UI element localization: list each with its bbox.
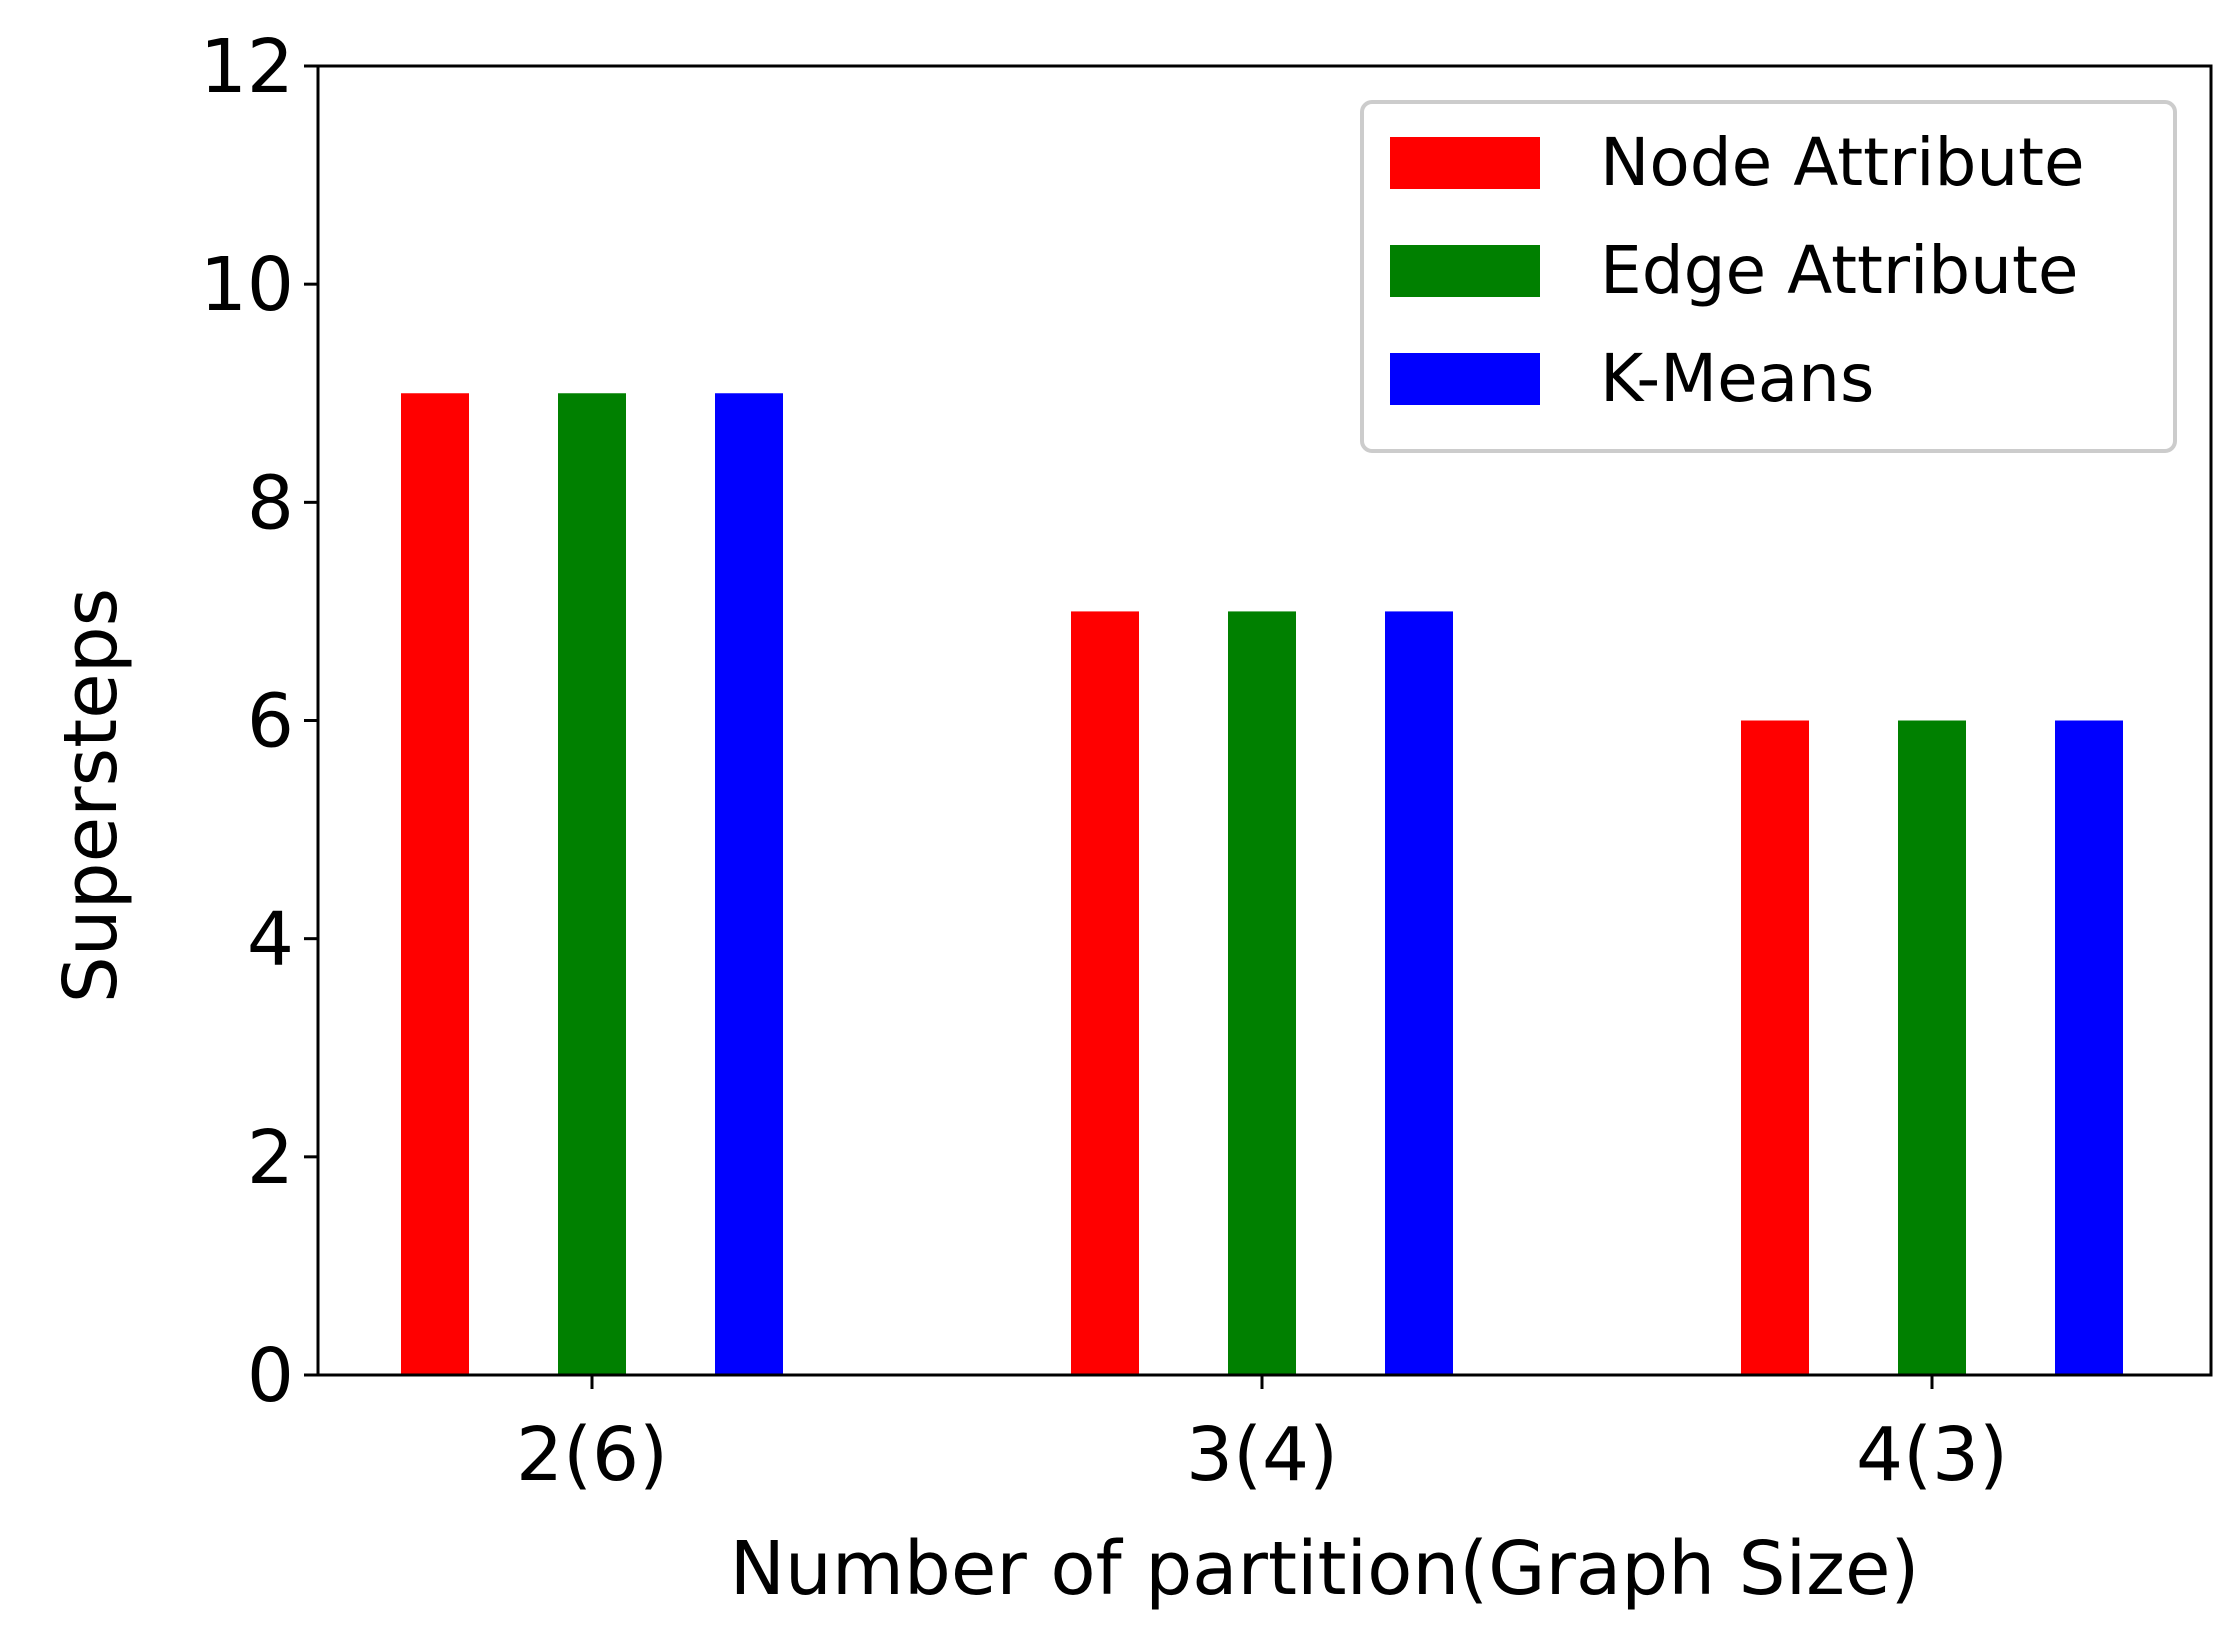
x-tick-label: 4(3) [1856,1412,2008,1498]
x-tick-label: 3(4) [1186,1412,1338,1498]
x-axis: 2(6) 3(4) 4(3) [516,1375,2008,1498]
legend-swatch-node-attribute [1390,137,1540,189]
legend-label-node-attribute: Node Attribute [1600,124,2085,201]
x-axis-label: Number of partition(Graph Size) [730,1526,1920,1612]
y-tick-label: 0 [247,1333,294,1419]
bar-node-attribute-1 [401,393,469,1375]
bar-edge-attribute-2 [1228,611,1296,1375]
bar-k-means-1 [715,393,783,1375]
legend-box [1360,100,2177,453]
y-tick-label: 6 [247,679,294,765]
y-tick-label: 8 [247,460,294,546]
y-axis: 0 2 4 6 8 10 12 [200,24,318,1419]
x-tick-label: 2(6) [516,1412,668,1498]
legend-label-edge-attribute: Edge Attribute [1600,232,2079,309]
legend-swatch-k-means [1390,353,1540,405]
y-tick-label: 2 [247,1115,294,1201]
legend-label-k-means: K-Means [1600,340,1874,417]
y-axis-label: Supersteps [48,588,134,1003]
bar-edge-attribute-1 [558,393,626,1375]
plot-frame [316,64,2213,1377]
bar-k-means-3 [2055,720,2123,1375]
y-tick-label: 12 [200,24,294,110]
legend: Node Attribute Edge Attribute K-Means [1360,100,2177,453]
y-tick-label: 4 [247,897,294,983]
bar-node-attribute-3 [1741,720,1809,1375]
bars-layer [401,393,2123,1375]
bar-k-means-2 [1385,611,1453,1375]
bar-edge-attribute-3 [1898,720,1966,1375]
y-tick-label: 10 [200,242,294,328]
bar-node-attribute-2 [1071,611,1139,1375]
legend-swatch-edge-attribute [1390,245,1540,297]
